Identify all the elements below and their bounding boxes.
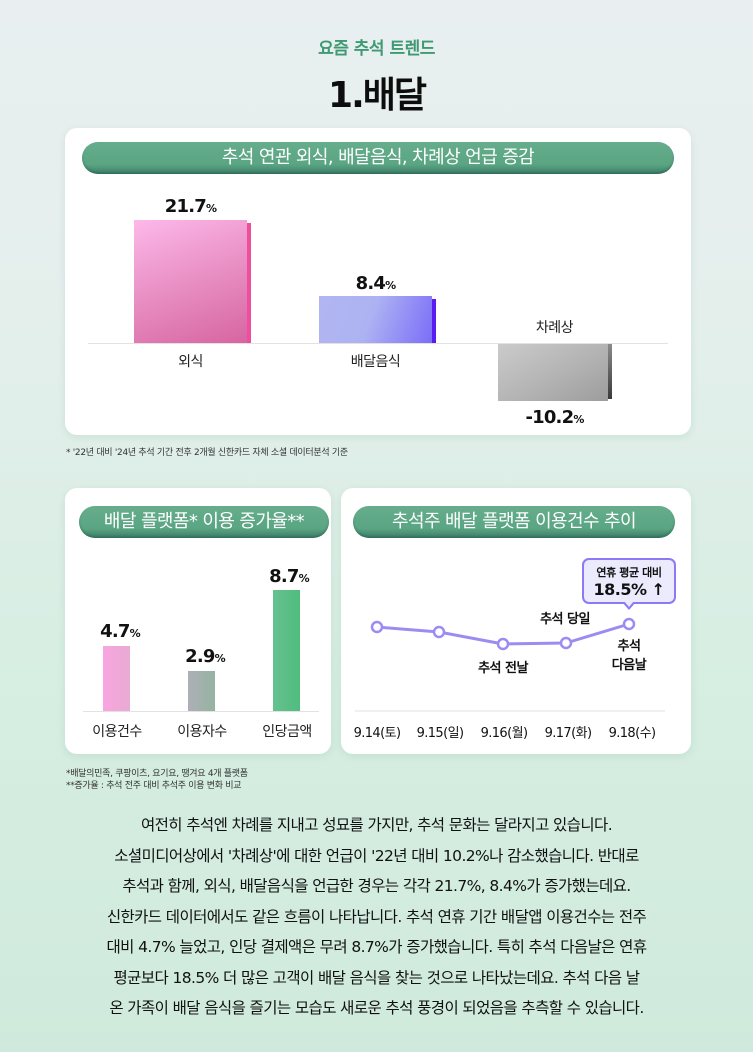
annotation-after-1: 추석 bbox=[617, 639, 641, 654]
annotation-eve: 추석 전날 bbox=[478, 661, 528, 676]
bar-orders bbox=[103, 646, 130, 711]
page-title: 1.배달 bbox=[328, 75, 427, 116]
bar-value-delivery: 8.4% bbox=[355, 273, 397, 294]
bar-label-delivery: 배달음식 bbox=[350, 354, 401, 370]
bar-value-ancestral-table: -10.2% bbox=[525, 407, 584, 428]
bar-label-ancestral-table: 차례상 bbox=[535, 320, 574, 336]
weekly-trend-card: 추석주 배달 플랫폼 이용건수 추이 연휴 평균 대비 18.5% ↑ 추석 전… bbox=[341, 488, 691, 754]
body-line: 온 가족이 배달 음식을 즐기는 모습도 새로운 추석 풍경이 되었음을 추측할… bbox=[109, 999, 644, 1017]
chart1-footnote: * '22년 대비 '24년 추석 기간 전후 2개월 신한카드 자체 소셜 데… bbox=[66, 448, 348, 458]
bar-per-person bbox=[273, 590, 300, 711]
chart2-title: 배달 플랫폼* 이용 증가율** bbox=[79, 506, 329, 538]
bar-ancestral-table-edge bbox=[608, 344, 612, 399]
bar-delivery-edge bbox=[432, 299, 436, 343]
trend-line-chart bbox=[355, 617, 665, 712]
x-label-0915: 9.15(일) bbox=[416, 726, 464, 741]
body-paragraph: 여전히 추석엔 차례를 지내고 성묘를 가지만, 추석 문화는 달라지고 있습니… bbox=[30, 810, 723, 1024]
annotation-day: 추석 당일 bbox=[540, 612, 590, 627]
body-line: 신한카드 데이터에서도 같은 흐름이 나타납니다. 추석 연휴 기간 배달앱 이… bbox=[106, 907, 647, 926]
bar-delivery bbox=[319, 296, 436, 343]
bar-dining bbox=[134, 220, 251, 343]
body-line: 대비 4.7% 늘었고, 인당 결제액은 무려 8.7%가 증가했습니다. 특히… bbox=[106, 938, 647, 956]
bar-ancestral-table bbox=[498, 344, 612, 401]
platform-growth-card: 배달 플랫폼* 이용 증가율** 4.7% 이용건수 2.9% 이용자수 8.7… bbox=[65, 488, 331, 754]
bar-value-users: 2.9% bbox=[185, 646, 226, 667]
x-label-0916: 9.16(월) bbox=[480, 726, 528, 741]
bar-value-orders: 4.7% bbox=[100, 621, 141, 642]
body-line: 평균보다 18.5% 더 많은 고객이 배달 음식을 찾는 것으로 나타났는데요… bbox=[113, 968, 641, 987]
bar-value-dining: 21.7% bbox=[164, 196, 217, 217]
x-label-0918: 9.18(수) bbox=[608, 726, 656, 741]
bar-label-users: 이용자수 bbox=[177, 724, 227, 740]
chart1-baseline bbox=[88, 343, 668, 344]
bar-users bbox=[188, 671, 215, 711]
platform-footnote-1: *배달의민족, 쿠팡이츠, 요기요, 땡겨요 4개 플랫폼 bbox=[66, 769, 248, 779]
bar-label-orders: 이용건수 bbox=[92, 724, 142, 740]
body-line: 추석과 함께, 외식, 배달음식을 언급한 경우는 각각 21.7%, 8.4%… bbox=[122, 877, 631, 895]
body-line: 여전히 추석엔 차례를 지내고 성묘를 가지만, 추석 문화는 달라지고 있습니… bbox=[140, 816, 613, 834]
platform-footnote-2: **증가율 : 추석 전주 대비 추석주 이용 변화 비교 bbox=[66, 781, 242, 791]
section-subtitle: 요즘 추석 트렌드 bbox=[318, 39, 435, 59]
callout-value: 18.5% ↑ bbox=[593, 580, 665, 599]
callout-pointer-fill bbox=[624, 601, 634, 607]
chart2-baseline bbox=[83, 711, 319, 712]
bar-label-dining: 외식 bbox=[178, 354, 203, 370]
chart1-title: 추석 연관 외식, 배달음식, 차례상 언급 증감 bbox=[82, 142, 674, 174]
x-label-0914: 9.14(토) bbox=[353, 726, 401, 741]
body-line: 소셜미디어상에서 '차례상'에 대한 언급이 '22년 대비 10.2%나 감소… bbox=[114, 846, 639, 865]
peak-callout: 연휴 평균 대비 18.5% ↑ bbox=[582, 558, 676, 604]
bar-dining-edge bbox=[247, 223, 251, 343]
bar-value-per-person: 8.7% bbox=[269, 566, 310, 587]
bar-label-per-person: 인당금액 bbox=[262, 724, 312, 740]
x-label-0917: 9.17(화) bbox=[544, 726, 592, 741]
chart3-title: 추석주 배달 플랫폼 이용건수 추이 bbox=[353, 506, 675, 538]
mention-change-card: 추석 연관 외식, 배달음식, 차례상 언급 증감 21.7% 외식 8.4% … bbox=[65, 128, 691, 435]
annotation-after-2: 다음날 bbox=[611, 658, 647, 673]
callout-label: 연휴 평균 대비 bbox=[596, 566, 662, 579]
